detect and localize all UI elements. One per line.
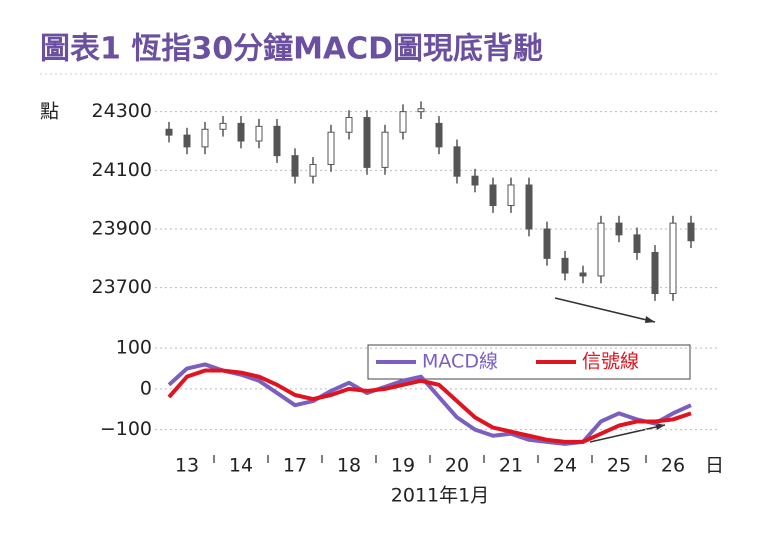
candle-body [399,111,407,133]
candle-body [543,228,551,259]
x-tick-label: 26 [661,455,685,477]
arrowhead [655,423,665,430]
y-tick-label: 24300 [92,100,152,122]
x-tick-label: 13 [175,455,199,477]
candle-body [651,251,659,295]
candle-body [309,163,317,177]
candle-body [687,222,695,242]
candle-body [219,122,227,130]
divergence-arrow [589,424,666,443]
y-tick-label: 23900 [92,218,152,240]
x-tick-label: 17 [283,455,307,477]
x-tick-label: 20 [445,455,469,477]
candle-body [255,125,263,142]
candle-body [579,272,587,277]
y-tick-label: 23700 [92,276,152,298]
candle-body [291,155,299,177]
candle-body [489,184,497,207]
candle-body [183,134,191,148]
candle-body [273,125,281,157]
candle-body [561,257,569,274]
legend-box [367,344,691,380]
divergence-arrow [554,297,656,323]
candle-body [453,146,461,177]
legend-label: 信號線 [582,351,639,373]
y-unit: 點 [40,101,59,123]
candle-body [525,184,533,230]
x-tick-label: 24 [553,455,577,477]
candle-body [633,234,641,253]
candle-body [615,222,623,236]
chart-title: 圖表1 恆指30分鐘MACD圖現底背馳 [40,32,543,67]
candle-body [165,128,173,136]
candle-body [201,128,209,148]
candle-body [363,117,371,168]
candle-body [417,108,425,113]
candle-body [381,131,389,168]
x-tick-label: 25 [607,455,631,477]
x-axis-title: 2011年1月 [391,485,489,507]
arrowhead [645,316,655,323]
series-line [167,368,692,444]
x-unit: 日 [705,455,724,477]
candle-body [237,122,245,142]
candle-body [507,184,515,207]
series-line [167,362,692,446]
candle-body [669,222,677,295]
candle-body [471,175,479,186]
candle-body [327,131,335,165]
legend-label: MACD線 [422,351,498,373]
candle-body [435,122,443,148]
y-tick-label: 100 [116,337,152,359]
candle-body [345,117,353,133]
x-tick-label: 14 [229,455,253,477]
x-tick-label: 18 [337,455,361,477]
y-tick-label: 0 [140,377,152,399]
y-tick-label: −100 [100,418,152,440]
x-tick-label: 21 [499,455,523,477]
candle-body [597,222,605,277]
y-tick-label: 24100 [92,159,152,181]
x-tick-label: 19 [391,455,415,477]
